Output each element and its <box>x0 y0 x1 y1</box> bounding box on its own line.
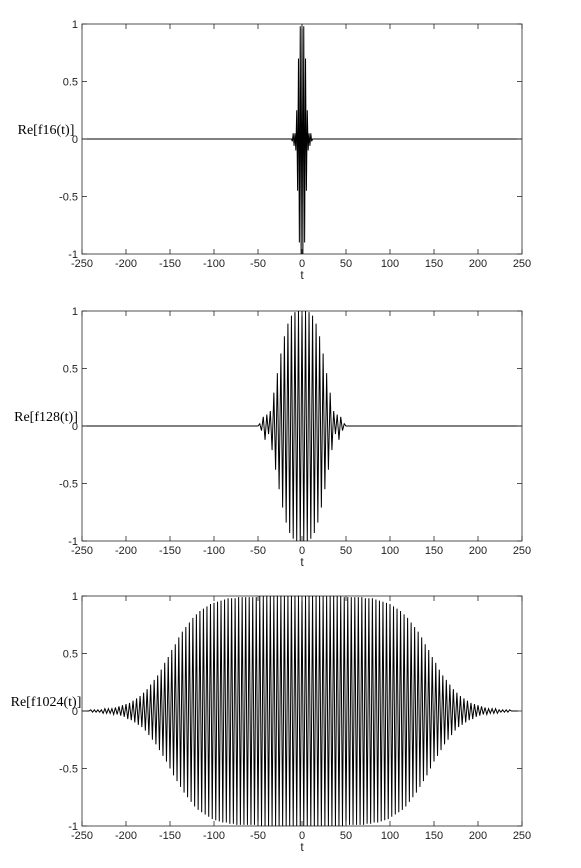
y-axis-label: Re[f128(t)] <box>14 410 78 425</box>
x-tick-label: 50 <box>340 830 352 842</box>
y-tick-label: -1 <box>68 536 78 548</box>
x-tick-label: -250 <box>71 830 93 842</box>
x-tick-label: -50 <box>250 258 266 270</box>
y-tick-label: 0.5 <box>63 649 78 661</box>
x-tick-label: -200 <box>115 258 137 270</box>
x-tick-label: 150 <box>425 830 443 842</box>
y-axis-label: Re[f16(t)] <box>18 123 75 138</box>
x-tick-label: -50 <box>250 830 266 842</box>
x-axis-label: t <box>300 268 304 282</box>
x-tick-label: 100 <box>381 830 399 842</box>
x-tick-label: -50 <box>250 545 266 557</box>
y-tick-label: 0 <box>72 134 78 146</box>
x-axis-label: t <box>300 555 304 569</box>
y-tick-label: 1 <box>72 19 78 31</box>
x-tick-label: 200 <box>469 545 487 557</box>
y-tick-label: 1 <box>72 591 78 603</box>
x-tick-label: -250 <box>71 545 93 557</box>
x-tick-label: -150 <box>159 258 181 270</box>
x-tick-label: -100 <box>203 545 225 557</box>
x-tick-label: -100 <box>203 258 225 270</box>
x-tick-label: 0 <box>299 545 305 557</box>
x-tick-label: 200 <box>469 258 487 270</box>
signal-line <box>82 595 519 827</box>
x-tick-label: 250 <box>513 545 531 557</box>
x-tick-label: 0 <box>299 258 305 270</box>
x-tick-label: 250 <box>513 830 531 842</box>
x-tick-label: -150 <box>159 545 181 557</box>
x-tick-label: 0 <box>299 830 305 842</box>
x-tick-label: -200 <box>115 830 137 842</box>
y-tick-label: 0.5 <box>63 364 78 376</box>
y-tick-label: 0 <box>72 421 78 433</box>
y-tick-label: -1 <box>68 249 78 261</box>
y-axis-label: Re[f1024(t)] <box>11 695 82 710</box>
x-tick-label: 150 <box>425 545 443 557</box>
y-tick-label: 0.5 <box>63 77 78 89</box>
x-tick-label: 100 <box>381 258 399 270</box>
y-tick-label: -0.5 <box>59 479 78 491</box>
x-tick-label: 200 <box>469 830 487 842</box>
x-tick-label: 100 <box>381 545 399 557</box>
y-tick-label: -1 <box>68 821 78 833</box>
x-tick-label: -250 <box>71 258 93 270</box>
x-tick-label: 50 <box>340 545 352 557</box>
x-tick-label: -100 <box>203 830 225 842</box>
x-tick-label: 50 <box>340 258 352 270</box>
x-tick-label: 250 <box>513 258 531 270</box>
y-tick-label: -0.5 <box>59 764 78 776</box>
x-axis-label: t <box>300 840 304 854</box>
y-tick-label: 0 <box>72 706 78 718</box>
y-tick-label: 1 <box>72 306 78 318</box>
x-tick-label: -200 <box>115 545 137 557</box>
x-tick-label: -150 <box>159 830 181 842</box>
y-tick-label: -0.5 <box>59 192 78 204</box>
x-tick-label: 150 <box>425 258 443 270</box>
